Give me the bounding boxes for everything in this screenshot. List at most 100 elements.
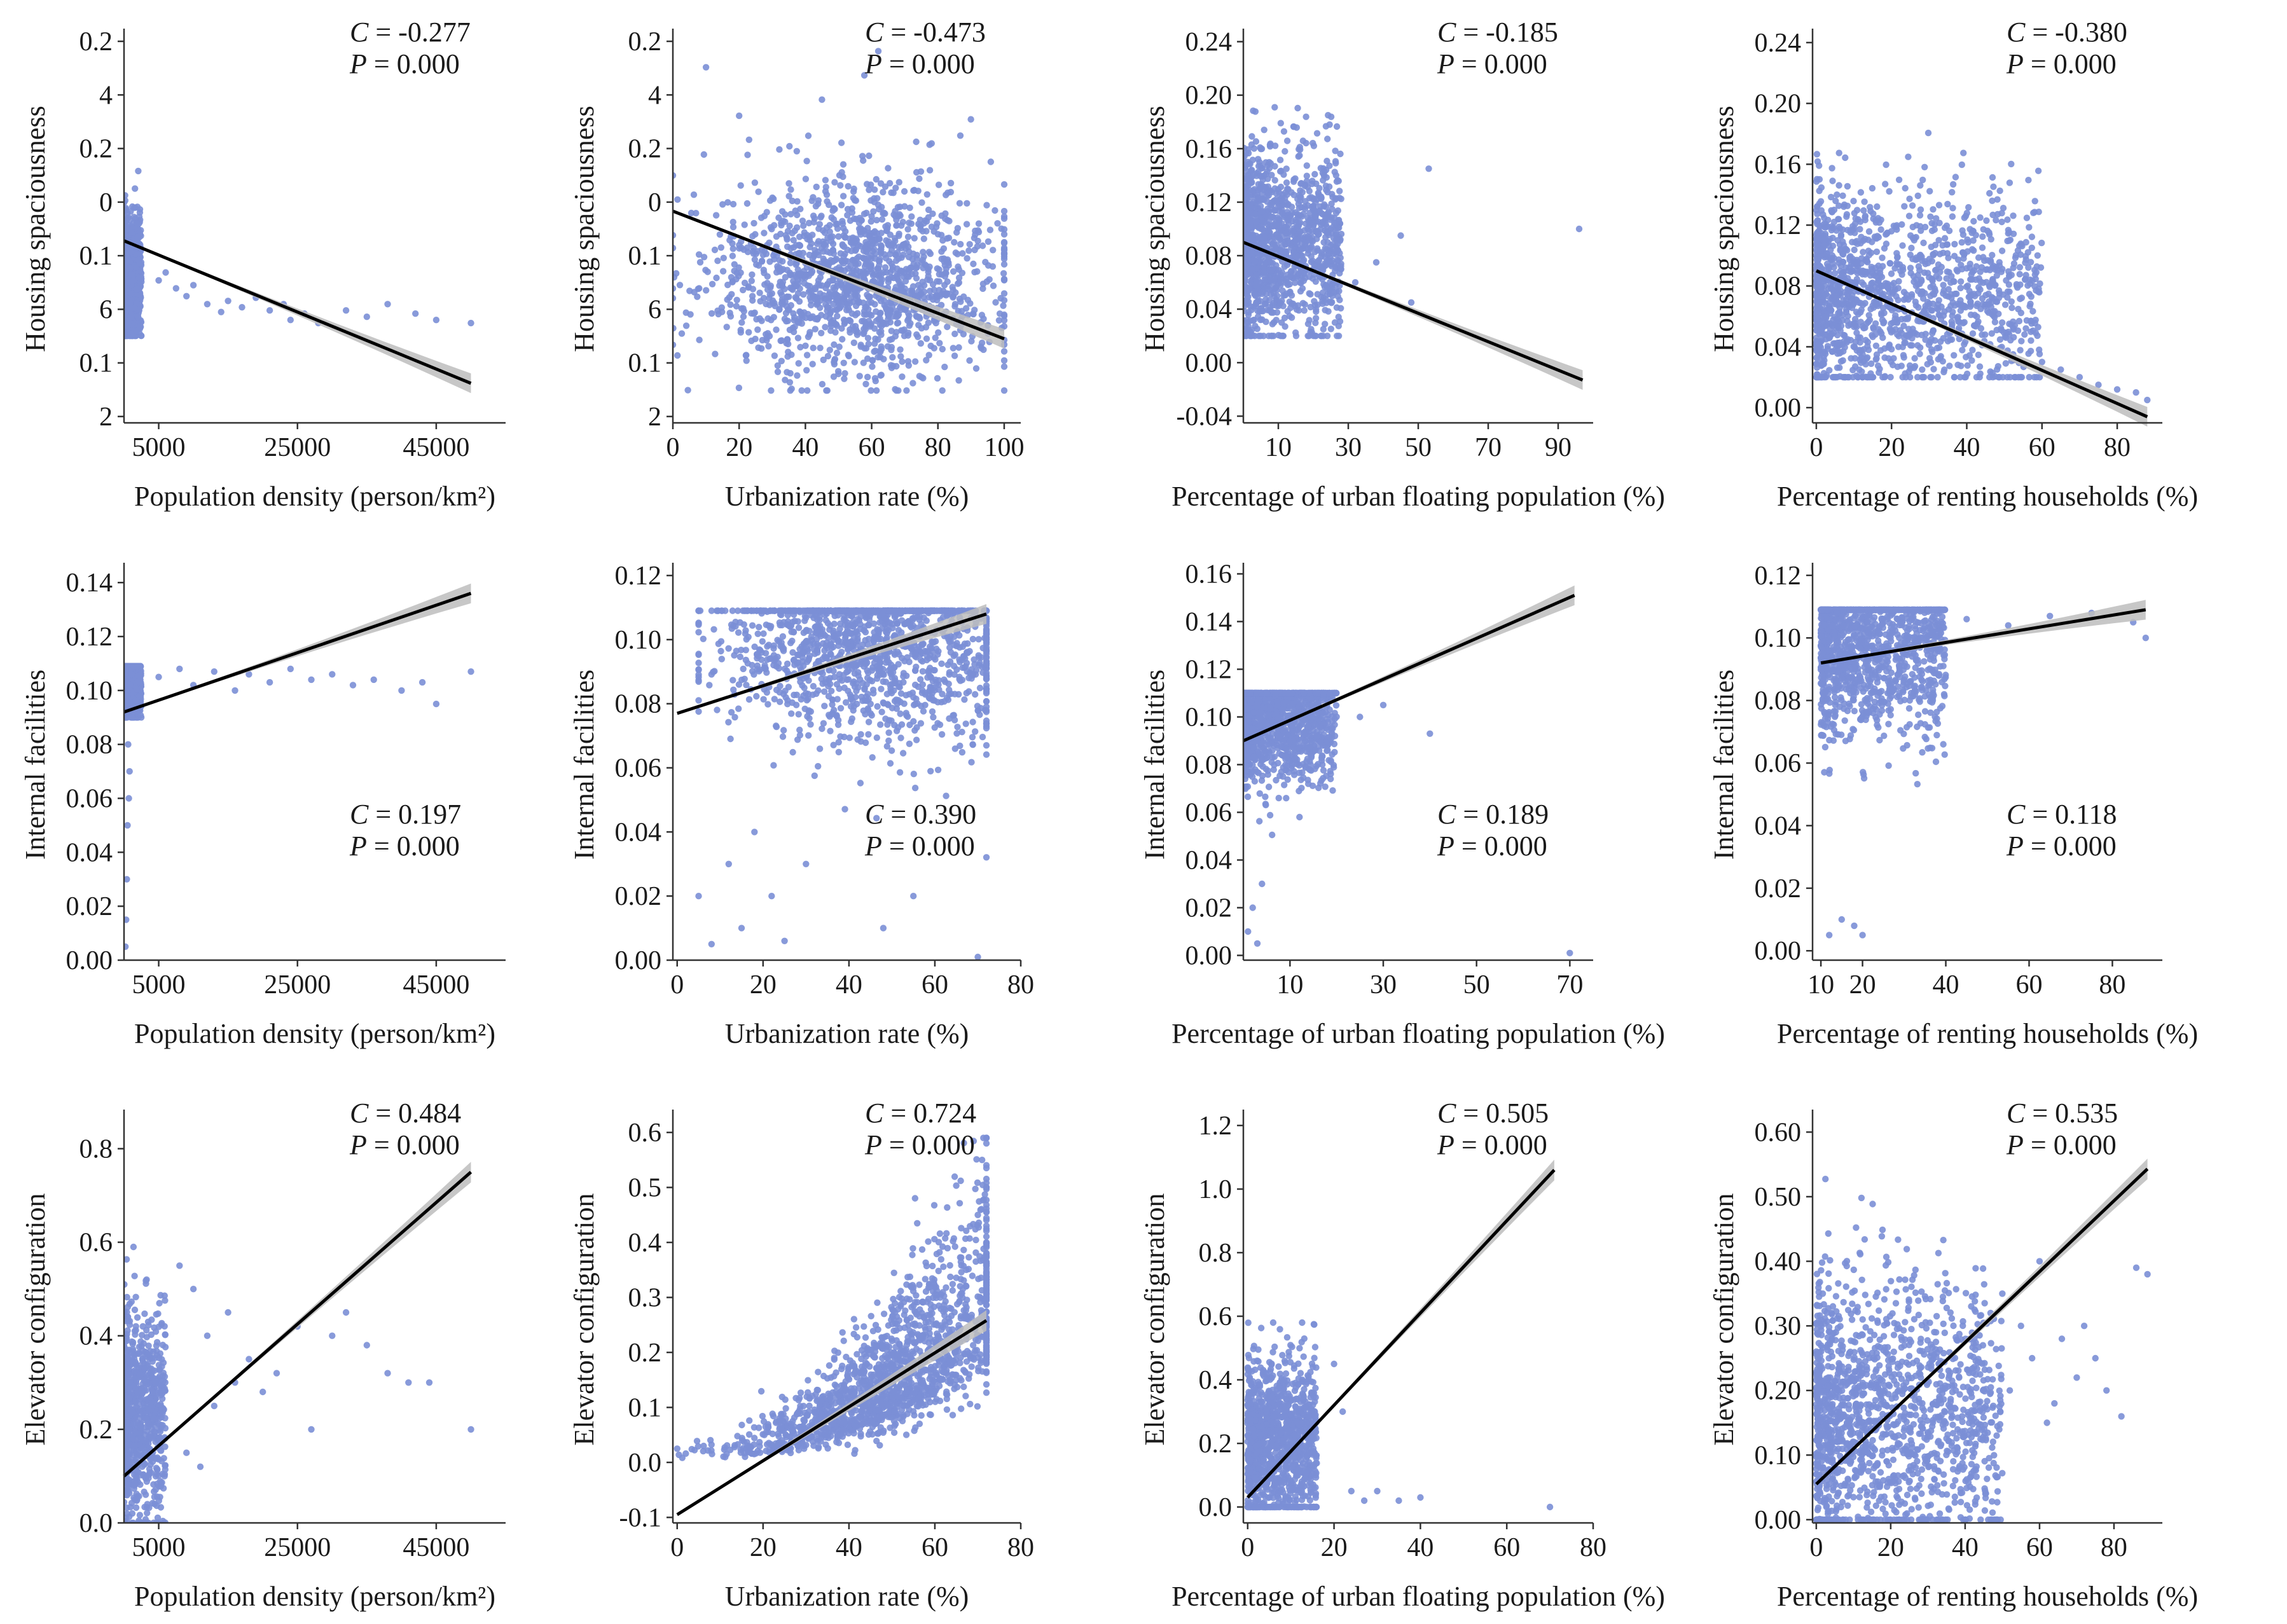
data-point: [967, 300, 974, 307]
data-point: [768, 317, 775, 324]
data-point: [700, 151, 708, 158]
data-point: [778, 281, 785, 289]
data-point: [2034, 252, 2041, 259]
data-point: [2036, 280, 2043, 287]
data-point: [1922, 336, 1929, 343]
scatter-points: [673, 48, 1008, 394]
data-point: [1814, 210, 1821, 217]
data-point: [958, 270, 966, 277]
data-point: [1337, 263, 1344, 270]
data-point: [905, 362, 913, 369]
data-point: [1259, 208, 1266, 215]
data-point: [754, 248, 761, 255]
data-point: [1935, 344, 1943, 351]
data-point: [883, 237, 890, 244]
data-point: [1320, 333, 1327, 340]
data-point: [754, 326, 761, 333]
data-point: [995, 317, 1003, 324]
data-point: [943, 191, 950, 198]
data-point: [716, 231, 724, 238]
data-point: [133, 251, 141, 258]
data-point: [1939, 242, 1946, 249]
data-point: [853, 237, 860, 244]
data-point: [1917, 206, 1924, 213]
data-point: [1294, 210, 1301, 218]
data-point: [805, 132, 812, 139]
data-point: [954, 251, 961, 258]
data-point: [766, 333, 773, 340]
data-point: [1268, 201, 1276, 208]
data-point: [939, 237, 946, 244]
data-point: [958, 308, 965, 315]
data-point: [2002, 360, 2009, 367]
data-point: [956, 200, 964, 207]
data-point: [1246, 286, 1253, 292]
data-point: [1309, 275, 1316, 282]
data-point: [893, 222, 900, 229]
data-point: [1273, 195, 1281, 202]
data-point: [874, 354, 881, 361]
data-point: [998, 225, 1005, 232]
data-point: [1293, 124, 1301, 131]
data-point: [796, 298, 803, 305]
data-point: [1989, 197, 1996, 204]
data-point: [871, 186, 878, 193]
data-point: [1835, 149, 1842, 156]
data-point: [920, 375, 927, 382]
data-point: [1970, 322, 1978, 329]
data-point: [1250, 171, 1257, 178]
data-point: [704, 268, 711, 275]
data-point: [1000, 213, 1008, 220]
data-point: [945, 235, 953, 242]
data-point: [913, 275, 920, 282]
data-point: [906, 219, 913, 226]
data-point: [674, 196, 681, 203]
data-point: [1853, 207, 1861, 214]
stat-c-symbol: C: [1437, 17, 1456, 48]
data-point: [1994, 362, 2001, 370]
y-axis-title: Housing spaciousness: [1139, 106, 1170, 352]
data-point: [784, 243, 791, 251]
data-point: [1976, 363, 1984, 370]
stat-p-symbol: P: [864, 48, 882, 79]
data-point: [1860, 207, 1867, 214]
data-point: [880, 209, 888, 216]
data-point: [1278, 333, 1286, 340]
data-point: [830, 216, 838, 223]
data-point: [749, 286, 757, 292]
data-point: [860, 72, 868, 79]
data-point: [851, 196, 859, 204]
data-point: [784, 369, 791, 376]
data-point: [867, 263, 874, 270]
data-point: [818, 329, 825, 336]
data-point: [124, 329, 128, 336]
data-point: [1991, 319, 1999, 326]
data-point: [1335, 313, 1342, 320]
data-point: [867, 218, 874, 225]
data-point: [935, 181, 943, 188]
x-tick-label: 45000: [403, 433, 469, 462]
data-point: [852, 328, 860, 335]
data-point: [1297, 194, 1304, 201]
data-point: [771, 222, 778, 229]
data-point: [965, 247, 972, 254]
data-point: [1334, 248, 1341, 255]
data-point: [740, 313, 747, 320]
x-tick-label: 10: [1265, 433, 1292, 462]
data-point: [878, 249, 885, 256]
data-point: [748, 337, 755, 345]
data-point: [1989, 174, 1996, 181]
data-point: [1834, 364, 1841, 371]
data-point: [938, 248, 945, 255]
data-point: [786, 223, 793, 230]
data-point: [1857, 189, 1865, 196]
data-point: [1271, 177, 1278, 184]
data-point: [1311, 207, 1318, 215]
data-point: [676, 282, 684, 289]
data-point: [1327, 326, 1334, 333]
data-point: [763, 300, 770, 308]
data-point: [1987, 236, 1994, 243]
data-point: [1273, 309, 1281, 316]
data-point: [1916, 350, 1923, 357]
data-point: [1000, 275, 1008, 283]
